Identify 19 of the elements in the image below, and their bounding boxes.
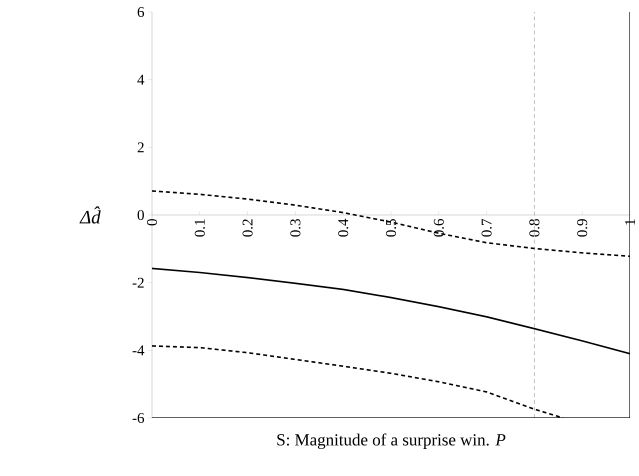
x-tick-label: 0.8 (529, 219, 540, 237)
x-tick-label: 0.2 (242, 219, 253, 237)
x-tick-label: 0.9 (577, 219, 588, 237)
x-tick-label: 0.1 (194, 219, 205, 237)
x-tick-label: 1 (625, 219, 635, 225)
y-tick-label: 4 (137, 74, 144, 85)
y-tick-label: -4 (132, 345, 144, 356)
x-tick-label: 0.6 (434, 218, 444, 237)
x-tick-label: 0.5 (386, 219, 396, 237)
y-tick-label: 6 (138, 6, 144, 17)
x-tick-label: 0.7 (482, 218, 492, 237)
y-axis-title: Δd̂ (79, 206, 101, 224)
y-tick-label: 2 (138, 142, 144, 152)
x-axis-title: S: Magnitude of a surprise win. P (277, 433, 506, 450)
x-tick-label: 0.3 (290, 219, 300, 237)
x-tick-label: 0 (146, 219, 158, 226)
y-tick-label: -6 (132, 412, 144, 423)
y-tick-label: -2 (132, 278, 144, 288)
x-tick-label: 0.4 (338, 218, 348, 237)
